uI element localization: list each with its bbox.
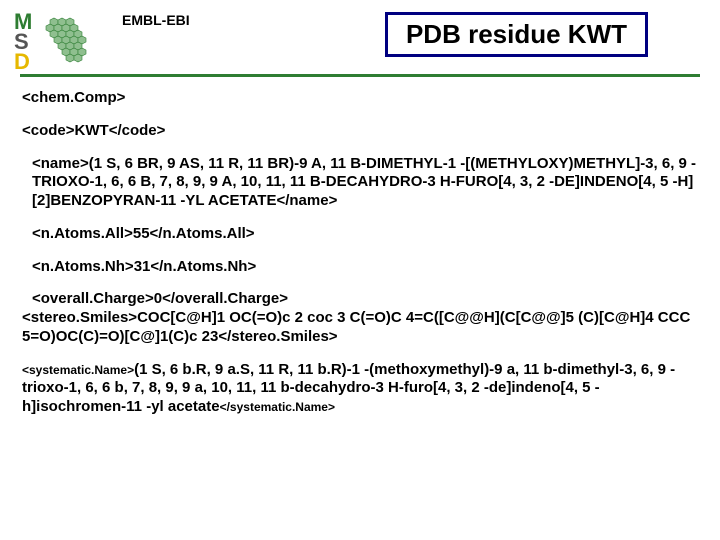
header: M S D bbox=[0, 0, 720, 68]
charge-smiles-block: <overall.Charge>0</overall.Charge> <ster… bbox=[22, 290, 698, 346]
natoms-nh-close: </n.Atoms.Nh> bbox=[150, 258, 256, 275]
natoms-nh-open: <n.Atoms.Nh> bbox=[32, 258, 134, 275]
natoms-nh-value: 31 bbox=[134, 258, 151, 275]
natoms-nh-row: <n.Atoms.Nh>31</n.Atoms.Nh> bbox=[32, 258, 698, 277]
name-value: (1 S, 6 BR, 9 AS, 11 R, 11 BR)-9 A, 11 B… bbox=[32, 155, 696, 210]
code-value: KWT bbox=[75, 122, 109, 139]
name-close: </name> bbox=[276, 192, 337, 209]
charge-value: 0 bbox=[154, 290, 162, 307]
content: <chem.Comp> <code>KWT</code> <name>(1 S,… bbox=[0, 77, 720, 417]
hex-cluster-icon bbox=[42, 16, 100, 72]
name-open: <name> bbox=[32, 155, 89, 172]
code-close: </code> bbox=[109, 122, 166, 139]
code-open: <code> bbox=[22, 122, 75, 139]
natoms-all-close: </n.Atoms.All> bbox=[150, 225, 255, 242]
natoms-all-row: <n.Atoms.All>55</n.Atoms.All> bbox=[32, 225, 698, 244]
name-row: <name>(1 S, 6 BR, 9 AS, 11 R, 11 BR)-9 A… bbox=[32, 155, 698, 211]
charge-close: </overall.Charge> bbox=[162, 290, 288, 307]
logo-letters: M S D bbox=[14, 12, 32, 72]
msd-logo: M S D bbox=[12, 8, 92, 68]
org-label: EMBL-EBI bbox=[122, 12, 190, 28]
smiles-open: <stereo.Smiles> bbox=[22, 309, 137, 326]
page-title: PDB residue KWT bbox=[406, 19, 627, 49]
natoms-all-value: 55 bbox=[133, 225, 150, 242]
natoms-all-open: <n.Atoms.All> bbox=[32, 225, 133, 242]
smiles-close: </stereo.Smiles> bbox=[218, 328, 337, 345]
title-box: PDB residue KWT bbox=[385, 12, 648, 57]
sysname-close: </systematic.Name> bbox=[220, 400, 335, 414]
charge-open: <overall.Charge> bbox=[32, 290, 154, 307]
code-row: <code>KWT</code> bbox=[22, 122, 698, 141]
sysname-open: <systematic.Name> bbox=[22, 363, 134, 377]
sysname-row: <systematic.Name>(1 S, 6 b.R, 9 a.S, 11 … bbox=[22, 361, 698, 417]
root-tag: <chem.Comp> bbox=[22, 89, 698, 108]
